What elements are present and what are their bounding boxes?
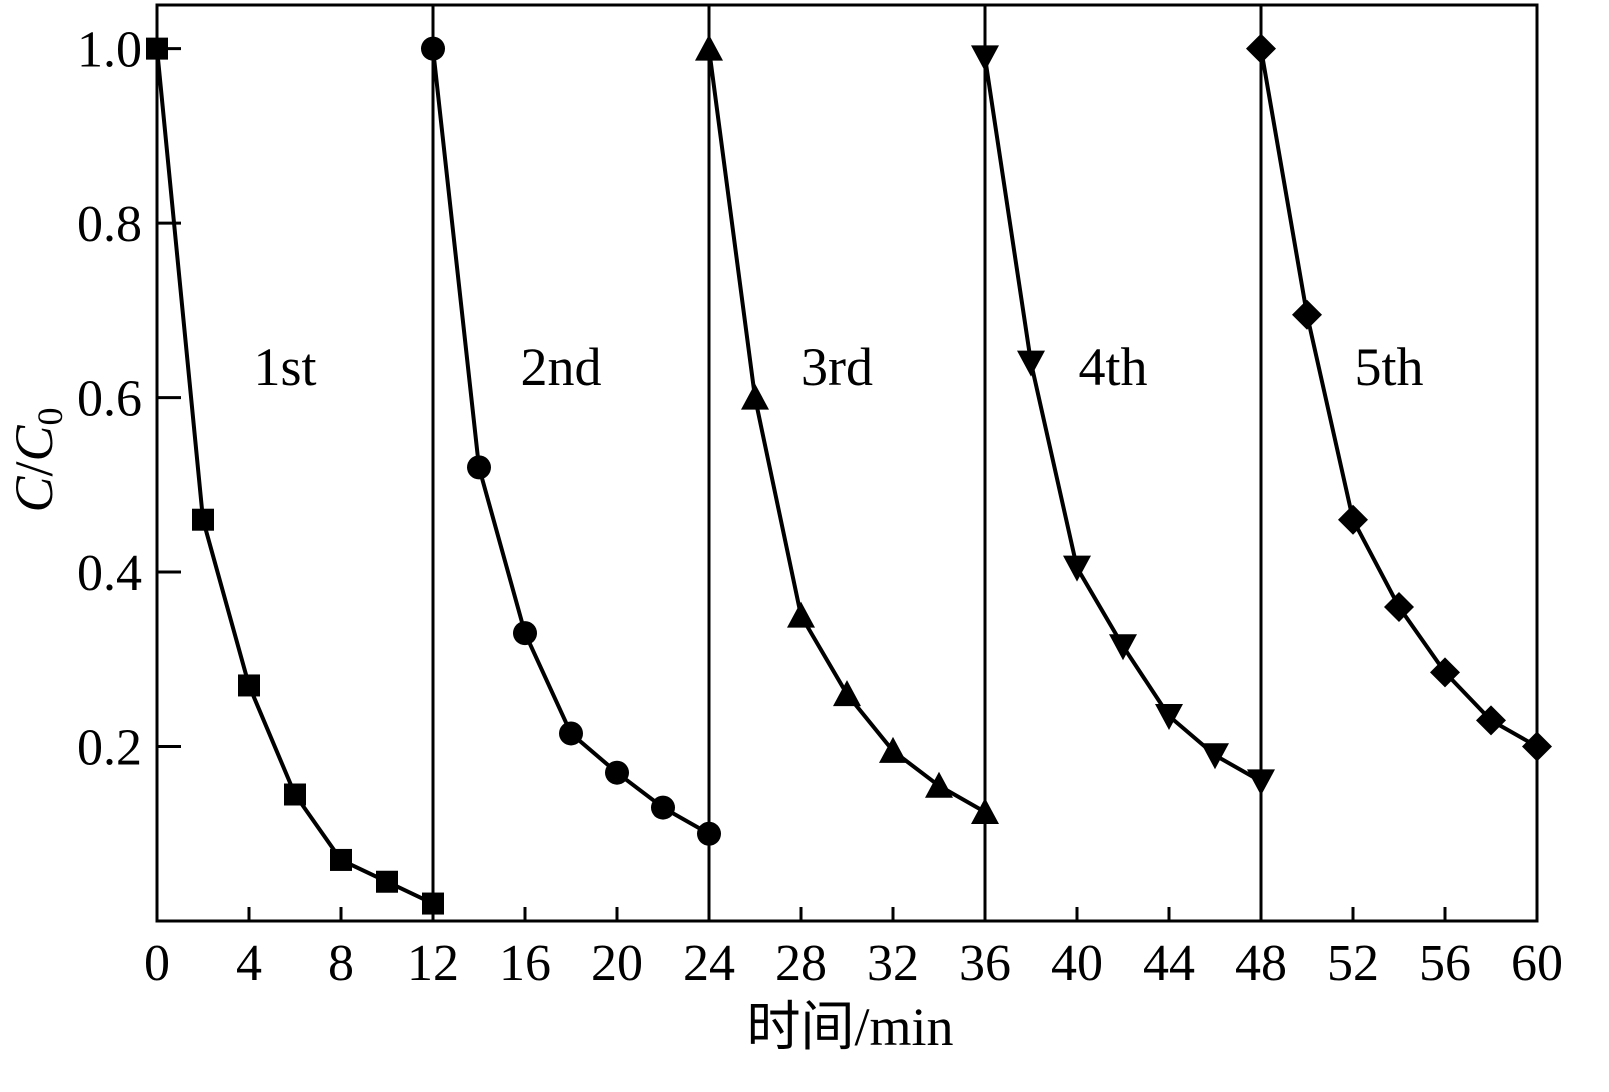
x-tick-label: 60 <box>1511 935 1563 992</box>
x-tick-label: 12 <box>407 935 459 992</box>
data-point-marker <box>376 870 398 893</box>
y-tick-label: 1.0 <box>77 22 142 79</box>
x-tick-label: 56 <box>1419 935 1471 992</box>
x-tick-label: 28 <box>775 935 827 992</box>
y-tick-label: 0.2 <box>77 720 142 777</box>
data-point-marker <box>1430 657 1460 688</box>
x-tick-label: 4 <box>236 935 262 992</box>
series-line <box>983 57 1262 784</box>
cycle-label-2nd: 2nd <box>521 337 602 397</box>
data-point-marker <box>971 797 999 824</box>
data-point-marker <box>1109 634 1137 661</box>
data-point-marker <box>238 674 260 697</box>
x-axis-title: 时间/min <box>746 997 953 1057</box>
data-point-marker <box>284 783 306 806</box>
series-line <box>155 48 434 906</box>
cycle-dividers <box>431 5 1263 921</box>
y-tick-label: 0.8 <box>77 196 142 253</box>
data-point-marker <box>1063 555 1091 582</box>
x-tick-label: 20 <box>591 935 643 992</box>
series-3rd <box>695 34 999 824</box>
data-point-marker <box>971 45 999 72</box>
data-point-marker <box>741 383 769 410</box>
y-tick-label: 0.4 <box>77 545 142 602</box>
x-tick-label: 8 <box>328 935 354 992</box>
data-point-marker <box>192 508 214 531</box>
data-point-marker <box>605 760 629 785</box>
data-point-marker <box>467 455 491 480</box>
y-axis-title-denominator: C <box>4 424 64 461</box>
data-point-marker <box>925 771 953 798</box>
data-point-marker <box>651 795 675 820</box>
data-point-marker <box>513 621 537 646</box>
y-axis: 0.2 0.4 0.6 0.8 1.0 <box>77 22 181 777</box>
data-point-marker <box>1247 769 1275 796</box>
data-point-marker <box>1017 350 1045 377</box>
data-point-marker <box>1155 703 1183 730</box>
series-2nd <box>421 36 721 846</box>
data-point-marker <box>787 601 815 628</box>
cycle-labels: 1st 2nd 3rd 4th 5th <box>253 337 1423 397</box>
x-tick-label: 52 <box>1327 935 1379 992</box>
x-tick-label: 32 <box>867 935 919 992</box>
data-point-marker <box>421 36 445 61</box>
y-tick-label: 0.6 <box>77 371 142 428</box>
x-tick-label: 0 <box>144 935 170 992</box>
data-point-marker <box>1476 705 1506 736</box>
x-tick-label: 24 <box>683 935 735 992</box>
series-layer <box>146 33 1552 915</box>
x-tick-label: 40 <box>1051 935 1103 992</box>
series-4th <box>971 45 1275 796</box>
data-point-marker <box>1246 33 1276 64</box>
data-point-marker <box>422 892 444 915</box>
x-tick-label: 48 <box>1235 935 1287 992</box>
x-tick-label: 16 <box>499 935 551 992</box>
data-point-marker <box>833 680 861 707</box>
cycle-label-1st: 1st <box>253 337 316 397</box>
series-line <box>1259 48 1538 749</box>
series-5th <box>1246 33 1552 762</box>
data-point-marker <box>559 721 583 746</box>
series-1st <box>146 37 444 915</box>
data-point-marker <box>1384 591 1414 622</box>
data-point-marker <box>697 821 721 846</box>
x-axis: 0 4 8 12 16 20 24 28 32 36 40 44 48 52 56 60 <box>144 907 1563 992</box>
data-point-marker <box>1338 504 1368 535</box>
data-point-marker <box>1292 299 1322 330</box>
y-axis-title: C/C0 <box>4 407 70 512</box>
data-point-marker <box>879 736 907 763</box>
x-tick-label: 44 <box>1143 935 1195 992</box>
data-point-marker <box>330 848 352 871</box>
x-tick-label: 36 <box>959 935 1011 992</box>
y-axis-title-slash: / <box>4 461 64 476</box>
cycle-label-3rd: 3rd <box>801 337 873 397</box>
plot-frame <box>155 3 1539 923</box>
series-line <box>431 48 710 836</box>
y-axis-title-numerator: C <box>4 476 64 513</box>
cycle-label-5th: 5th <box>1354 337 1423 397</box>
cycle-label-4th: 4th <box>1078 337 1147 397</box>
data-point-marker <box>695 34 723 61</box>
y-axis-title-subscript: 0 <box>30 407 70 425</box>
data-point-marker <box>1201 743 1229 770</box>
